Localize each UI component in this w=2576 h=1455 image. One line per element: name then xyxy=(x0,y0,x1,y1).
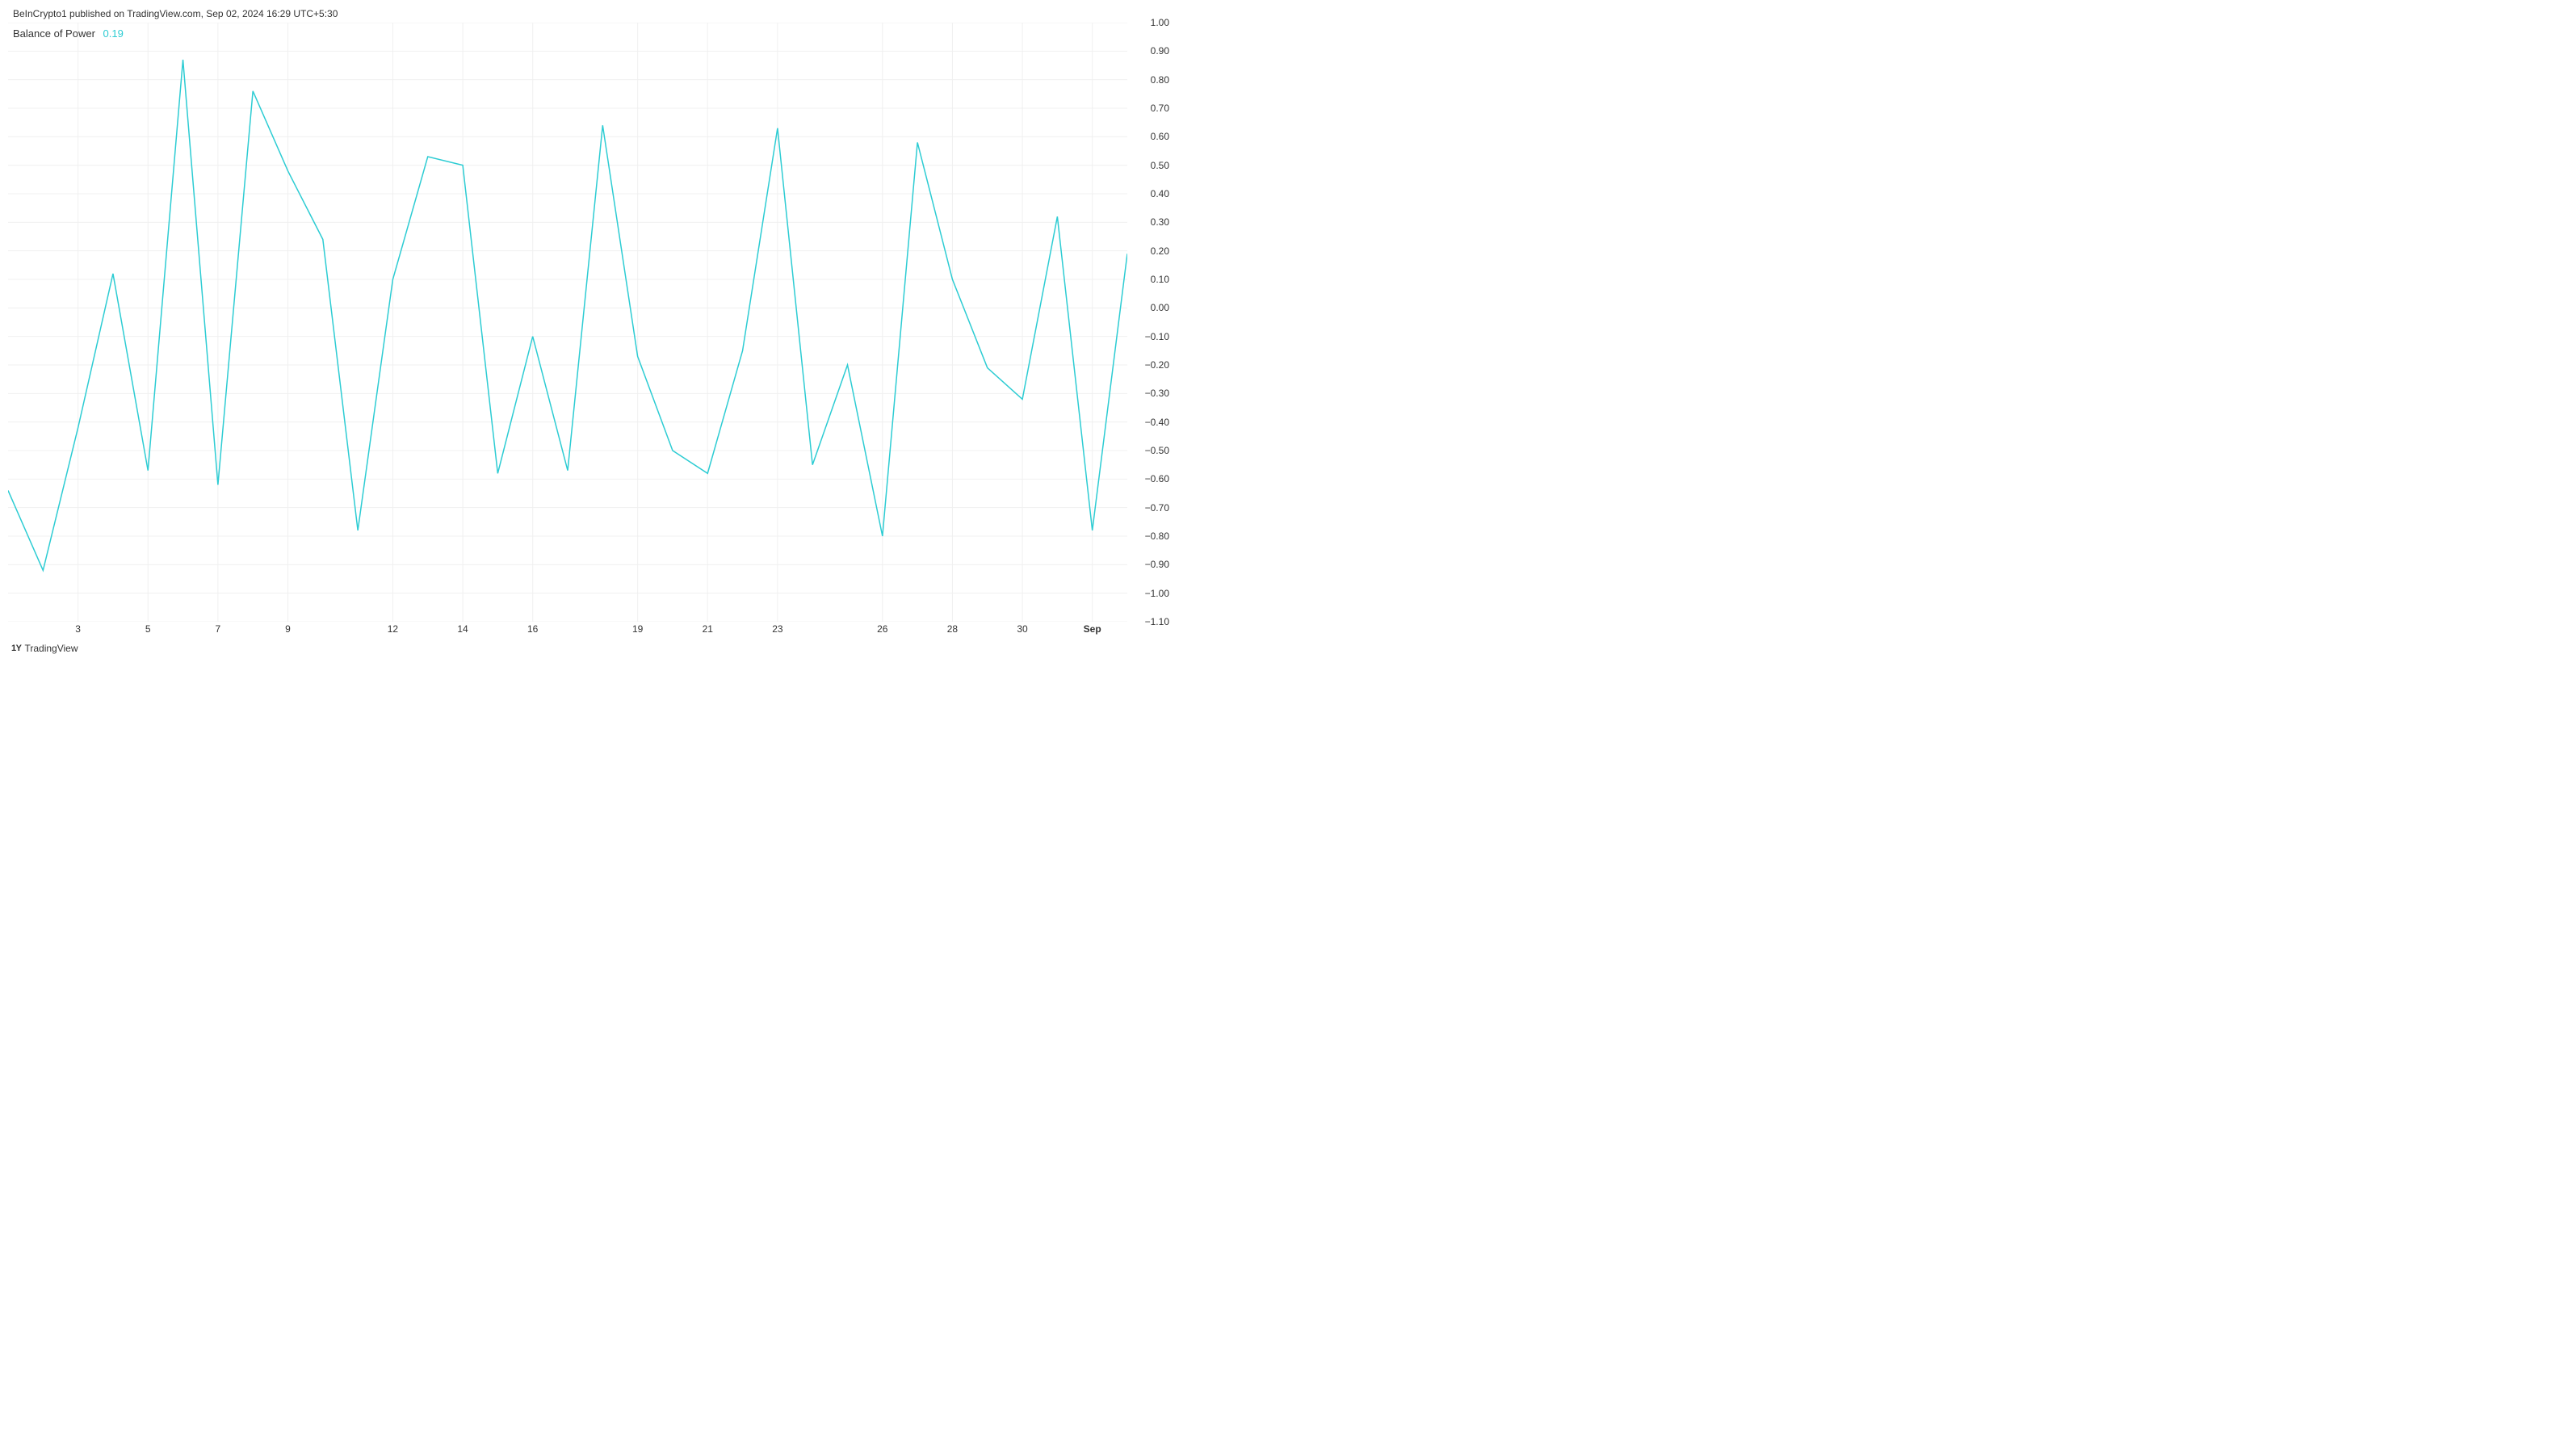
tradingview-branding[interactable]: 1Y TradingView xyxy=(11,643,78,654)
y-tick-label: −0.20 xyxy=(1145,359,1169,371)
y-tick-label: 0.10 xyxy=(1151,274,1169,285)
y-tick-label: −1.10 xyxy=(1145,616,1169,627)
chart-plot-area[interactable] xyxy=(8,23,1127,622)
y-tick-label: 0.60 xyxy=(1151,131,1169,142)
tradingview-name: TradingView xyxy=(24,643,78,654)
y-tick-label: −0.10 xyxy=(1145,331,1169,342)
y-tick-label: 0.20 xyxy=(1151,245,1169,257)
y-tick-label: −0.40 xyxy=(1145,417,1169,428)
y-tick-label: −0.30 xyxy=(1145,388,1169,399)
y-tick-label: 0.70 xyxy=(1151,103,1169,114)
y-tick-label: 0.30 xyxy=(1151,216,1169,228)
y-tick-label: −0.60 xyxy=(1145,473,1169,484)
x-tick-label: 16 xyxy=(527,623,538,635)
x-tick-label: 30 xyxy=(1017,623,1027,635)
x-tick-label: 7 xyxy=(216,623,221,635)
x-tick-label: 21 xyxy=(703,623,713,635)
x-tick-label: Sep xyxy=(1084,623,1101,635)
x-tick-label: 3 xyxy=(75,623,81,635)
x-tick-label: 5 xyxy=(145,623,151,635)
tradingview-logo-icon: 1Y xyxy=(11,644,21,653)
publish-info: BeInCrypto1 published on TradingView.com… xyxy=(13,8,338,19)
y-tick-label: 0.40 xyxy=(1151,188,1169,199)
x-tick-label: 9 xyxy=(285,623,291,635)
y-tick-label: −0.80 xyxy=(1145,530,1169,542)
x-tick-label: 23 xyxy=(772,623,782,635)
y-tick-label: 0.80 xyxy=(1151,74,1169,86)
chart-line-series xyxy=(8,23,1127,622)
x-tick-label: 26 xyxy=(877,623,887,635)
x-tick-label: 14 xyxy=(457,623,468,635)
x-tick-label: 28 xyxy=(947,623,958,635)
y-tick-label: −1.00 xyxy=(1145,588,1169,599)
y-tick-label: −0.50 xyxy=(1145,445,1169,456)
x-axis: 3 5 7 9 12 14 16 19 21 23 26 28 30 Sep xyxy=(8,623,1127,639)
y-axis: 1.000.900.800.700.600.500.400.300.200.10… xyxy=(1127,23,1176,622)
y-tick-label: −0.90 xyxy=(1145,559,1169,570)
y-tick-label: −0.70 xyxy=(1145,502,1169,514)
y-tick-label: 0.50 xyxy=(1151,160,1169,171)
x-tick-label: 19 xyxy=(632,623,643,635)
x-tick-label: 12 xyxy=(388,623,398,635)
y-tick-label: 1.00 xyxy=(1151,17,1169,28)
y-tick-label: 0.90 xyxy=(1151,45,1169,57)
y-tick-label: 0.00 xyxy=(1151,302,1169,313)
